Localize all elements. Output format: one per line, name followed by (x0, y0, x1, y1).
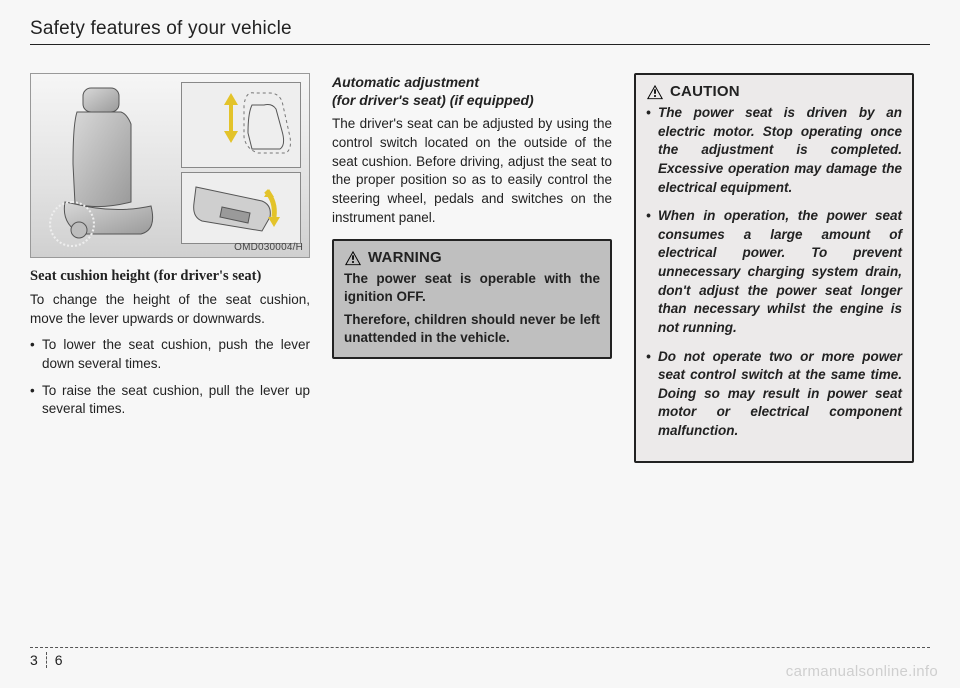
section-title: Safety features of your vehicle (30, 18, 930, 40)
column-3: CAUTION The power seat is driven by an e… (634, 73, 914, 463)
curved-arrow-icon (250, 187, 282, 231)
watermark: carmanualsonline.info (786, 663, 938, 680)
caution-item-2: When in operation, the power seat consum… (646, 207, 902, 337)
figure-inset-top (181, 82, 301, 168)
warning-title-row: WARNING (344, 249, 600, 266)
col1-intro: To change the height of the seat cushion… (30, 291, 310, 328)
col2-heading-line2: (for driver's seat) (if equipped) (332, 92, 534, 108)
page-number: 3 6 (30, 652, 63, 668)
warning-icon (344, 250, 362, 266)
figure-inset-bottom (181, 172, 301, 244)
col2-heading-line1: Automatic adjustment (332, 74, 479, 90)
arrow-stem (229, 105, 233, 131)
warning-p2: Therefore, children should never be left… (344, 311, 600, 347)
col1-heading: Seat cushion height (for driver's seat) (30, 268, 310, 285)
chapter-number: 3 (30, 652, 47, 668)
column-2: Automatic adjustment (for driver's seat)… (332, 73, 612, 463)
caution-box: CAUTION The power seat is driven by an e… (634, 73, 914, 463)
page-in-chapter: 6 (47, 652, 63, 668)
caution-item-1: The power seat is driven by an electric … (646, 104, 902, 197)
warning-p1: The power seat is operable with the igni… (344, 270, 600, 306)
content-columns: OMD030004/H Seat cushion height (for dri… (30, 73, 930, 463)
column-1: OMD030004/H Seat cushion height (for dri… (30, 73, 310, 463)
caution-title-row: CAUTION (646, 83, 902, 100)
caution-item-3: Do not operate two or more power seat co… (646, 348, 902, 441)
col2-heading: Automatic adjustment (for driver's seat)… (332, 73, 612, 109)
figure-label: OMD030004/H (234, 242, 303, 253)
col2-body: The driver's seat can be adjusted by usi… (332, 115, 612, 227)
warning-box: WARNING The power seat is operable with … (332, 239, 612, 359)
col1-bullet-2: To raise the seat cushion, pull the leve… (30, 382, 310, 419)
lever-highlight-circle (49, 201, 95, 247)
inset-bottom-svg (182, 173, 302, 245)
inset-top-svg (182, 83, 302, 169)
arrow-up-icon (224, 93, 238, 105)
caution-title: CAUTION (670, 83, 740, 100)
caution-icon (646, 84, 664, 100)
arrow-down-icon (224, 131, 238, 143)
warning-title: WARNING (368, 249, 442, 266)
col1-bullet-1: To lower the seat cushion, push the leve… (30, 336, 310, 373)
page-header: Safety features of your vehicle (30, 18, 930, 45)
seat-figure: OMD030004/H (30, 73, 310, 258)
manual-page: Safety features of your vehicle (0, 0, 960, 688)
col1-bullets: To lower the seat cushion, push the leve… (30, 336, 310, 419)
caution-list: The power seat is driven by an electric … (646, 104, 902, 441)
